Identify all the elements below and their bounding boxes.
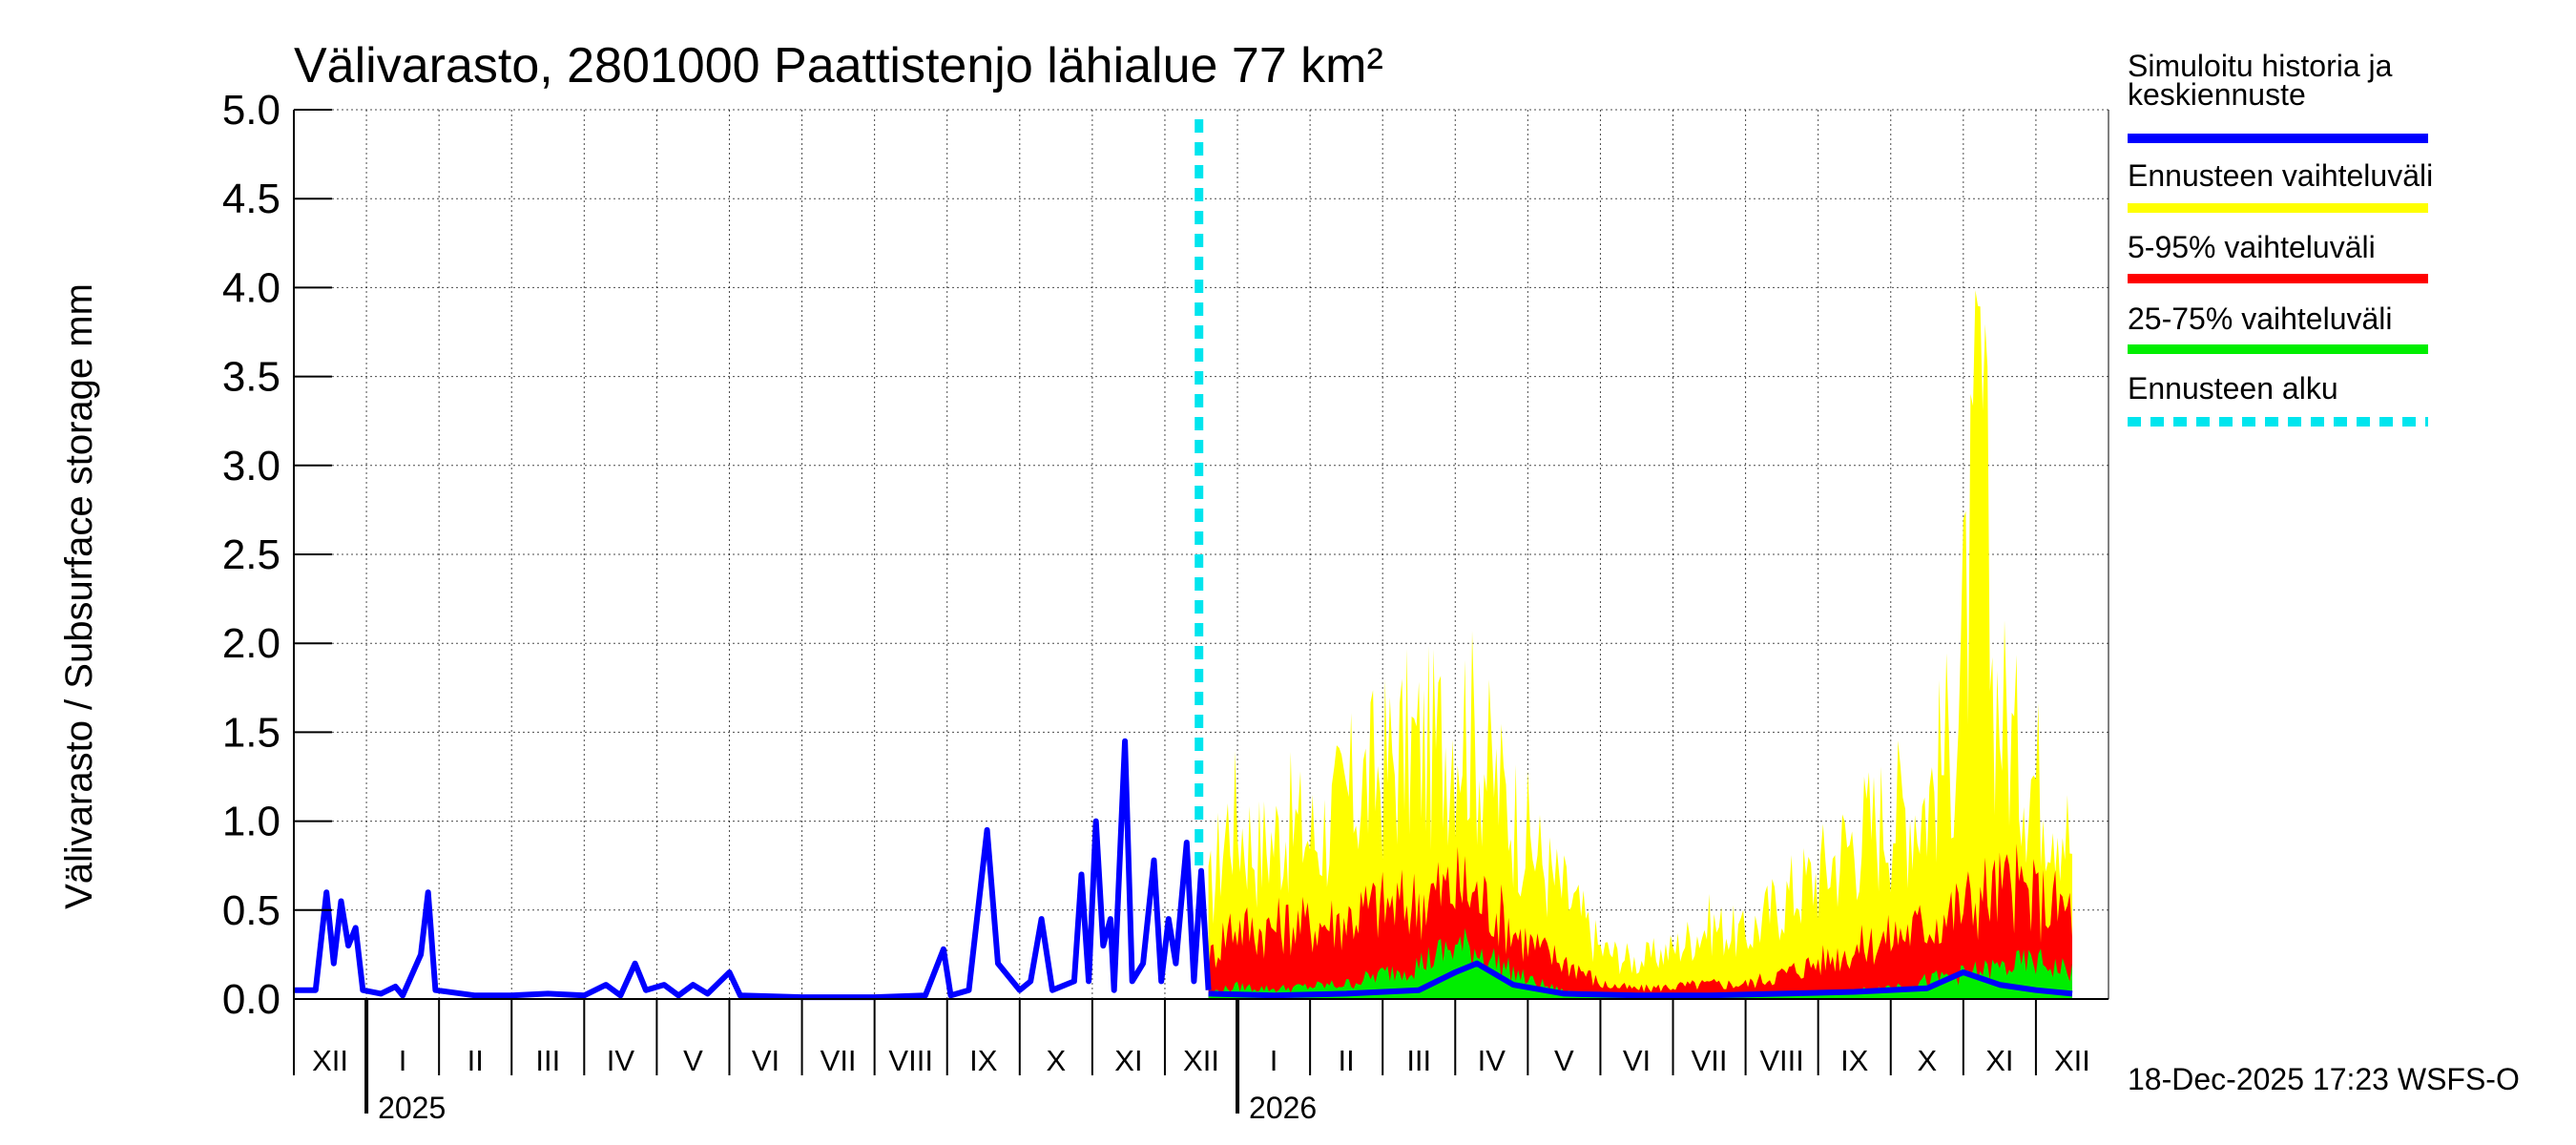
y-tick-label: 2.5	[222, 531, 280, 578]
y-tick-label: 1.0	[222, 799, 280, 845]
month-label: IV	[1478, 1044, 1506, 1077]
series-lines	[294, 119, 2073, 1001]
month-label: XII	[1183, 1044, 1219, 1077]
month-label: I	[1270, 1044, 1278, 1077]
month-label: III	[535, 1044, 560, 1077]
history-line	[294, 738, 1212, 1001]
band-1	[1208, 843, 2072, 999]
legend-label: 5-95% vaihteluväli	[2128, 230, 2376, 264]
legend-label: Simuloitu historia ja	[2128, 49, 2393, 83]
month-label: VIII	[888, 1044, 933, 1077]
y-tick-label: 1.5	[222, 709, 280, 756]
month-label: X	[1917, 1044, 1937, 1077]
month-label: V	[683, 1044, 703, 1077]
chart-title: Välivarasto, 2801000 Paattistenjo lähial…	[294, 38, 1383, 94]
month-label: VII	[1692, 1044, 1728, 1077]
month-label: VIII	[1759, 1044, 1804, 1077]
month-label: II	[1339, 1044, 1355, 1077]
month-label: IX	[969, 1044, 998, 1077]
y-axis-label-group: Välivarasto / Subsurface storage mm	[58, 283, 100, 909]
y-tick-label: 4.0	[222, 264, 280, 311]
y-tick-label: 2.0	[222, 620, 280, 667]
band-0	[1208, 290, 2072, 1000]
band-2	[1208, 927, 2072, 999]
month-label: XII	[312, 1044, 348, 1077]
month-label: I	[399, 1044, 407, 1077]
year-label: 2025	[378, 1091, 446, 1125]
month-label: V	[1554, 1044, 1574, 1077]
y-axis-label: Välivarasto / Subsurface storage mm	[58, 283, 100, 909]
y-tick-label: 5.0	[222, 87, 280, 134]
legend-label: 25-75% vaihteluväli	[2128, 302, 2393, 336]
legend-label: Ennusteen vaihteluväli	[2128, 158, 2433, 193]
month-label: X	[1046, 1044, 1066, 1077]
month-label: XI	[1985, 1044, 2013, 1077]
timestamp: 18-Dec-2025 17:23 WSFS-O	[2128, 1062, 2520, 1096]
y-tick-label: 3.0	[222, 443, 280, 489]
month-label: VI	[752, 1044, 779, 1077]
month-label: III	[1406, 1044, 1431, 1077]
median-forecast-line	[1208, 960, 2073, 999]
y-tick-label: 0.0	[222, 976, 280, 1023]
month-label: XI	[1114, 1044, 1142, 1077]
y-tick-label: 3.5	[222, 354, 280, 401]
y-tick-label: 4.5	[222, 176, 280, 222]
month-label: IV	[607, 1044, 635, 1077]
year-label: 2026	[1249, 1091, 1317, 1125]
legend-label: keskiennuste	[2128, 77, 2306, 112]
legend-label: Ennusteen alku	[2128, 371, 2338, 406]
forecast-bands	[1208, 290, 2072, 1000]
month-label: II	[467, 1044, 484, 1077]
month-label: XII	[2054, 1044, 2090, 1077]
month-label: VII	[821, 1044, 857, 1077]
month-label: VI	[1623, 1044, 1651, 1077]
y-tick-label: 0.5	[222, 887, 280, 934]
month-label: IX	[1840, 1044, 1869, 1077]
